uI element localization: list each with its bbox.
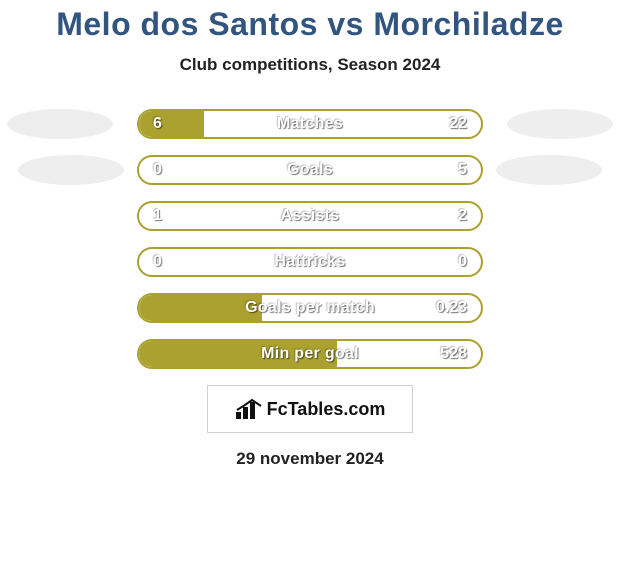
stat-value-right: 528 xyxy=(440,345,467,363)
branding-text: FcTables.com xyxy=(267,399,386,420)
stat-label: Goals per match xyxy=(245,299,375,317)
header: Melo dos Santos vs Morchiladze Club comp… xyxy=(0,0,620,75)
branding-badge: FcTables.com xyxy=(207,385,413,433)
bar-fill-left xyxy=(139,295,262,321)
stat-label: Matches xyxy=(277,115,343,133)
stat-label: Min per goal xyxy=(261,345,359,363)
player-left-avatar-1 xyxy=(7,109,113,139)
stat-row: 0 Goals 5 xyxy=(137,155,483,185)
stat-label: Hattricks xyxy=(274,253,345,271)
comparison-chart: 6 Matches 22 0 Goals 5 1 Assists 2 0 Hattricks 0 Goa… xyxy=(0,109,620,369)
stat-row: 0 Hattricks 0 xyxy=(137,247,483,277)
stat-label: Goals xyxy=(287,161,333,179)
stat-rows: 6 Matches 22 0 Goals 5 1 Assists 2 0 Hattricks 0 Goa… xyxy=(137,109,483,369)
stat-row: 6 Matches 22 xyxy=(137,109,483,139)
stat-row: Goals per match 0.23 xyxy=(137,293,483,323)
stat-value-left: 0 xyxy=(153,161,162,179)
player-left-avatar-2 xyxy=(18,155,124,185)
stat-value-right: 0 xyxy=(458,253,467,271)
page-subtitle: Club competitions, Season 2024 xyxy=(0,55,620,75)
page-title: Melo dos Santos vs Morchiladze xyxy=(0,6,620,43)
player-right-avatar-2 xyxy=(496,155,602,185)
snapshot-date: 29 november 2024 xyxy=(0,449,620,469)
stat-row: Min per goal 528 xyxy=(137,339,483,369)
stat-value-right: 2 xyxy=(458,207,467,225)
stat-value-left: 0 xyxy=(153,253,162,271)
bar-fill-left xyxy=(139,111,204,137)
stat-value-left: 1 xyxy=(153,207,162,225)
stat-value-left: 6 xyxy=(153,115,162,133)
stat-label: Assists xyxy=(280,207,339,225)
stat-row: 1 Assists 2 xyxy=(137,201,483,231)
player-right-avatar-1 xyxy=(507,109,613,139)
stat-value-right: 5 xyxy=(458,161,467,179)
stat-value-right: 0.23 xyxy=(436,299,467,317)
fctables-logo-icon xyxy=(235,398,263,420)
stat-value-right: 22 xyxy=(449,115,467,133)
